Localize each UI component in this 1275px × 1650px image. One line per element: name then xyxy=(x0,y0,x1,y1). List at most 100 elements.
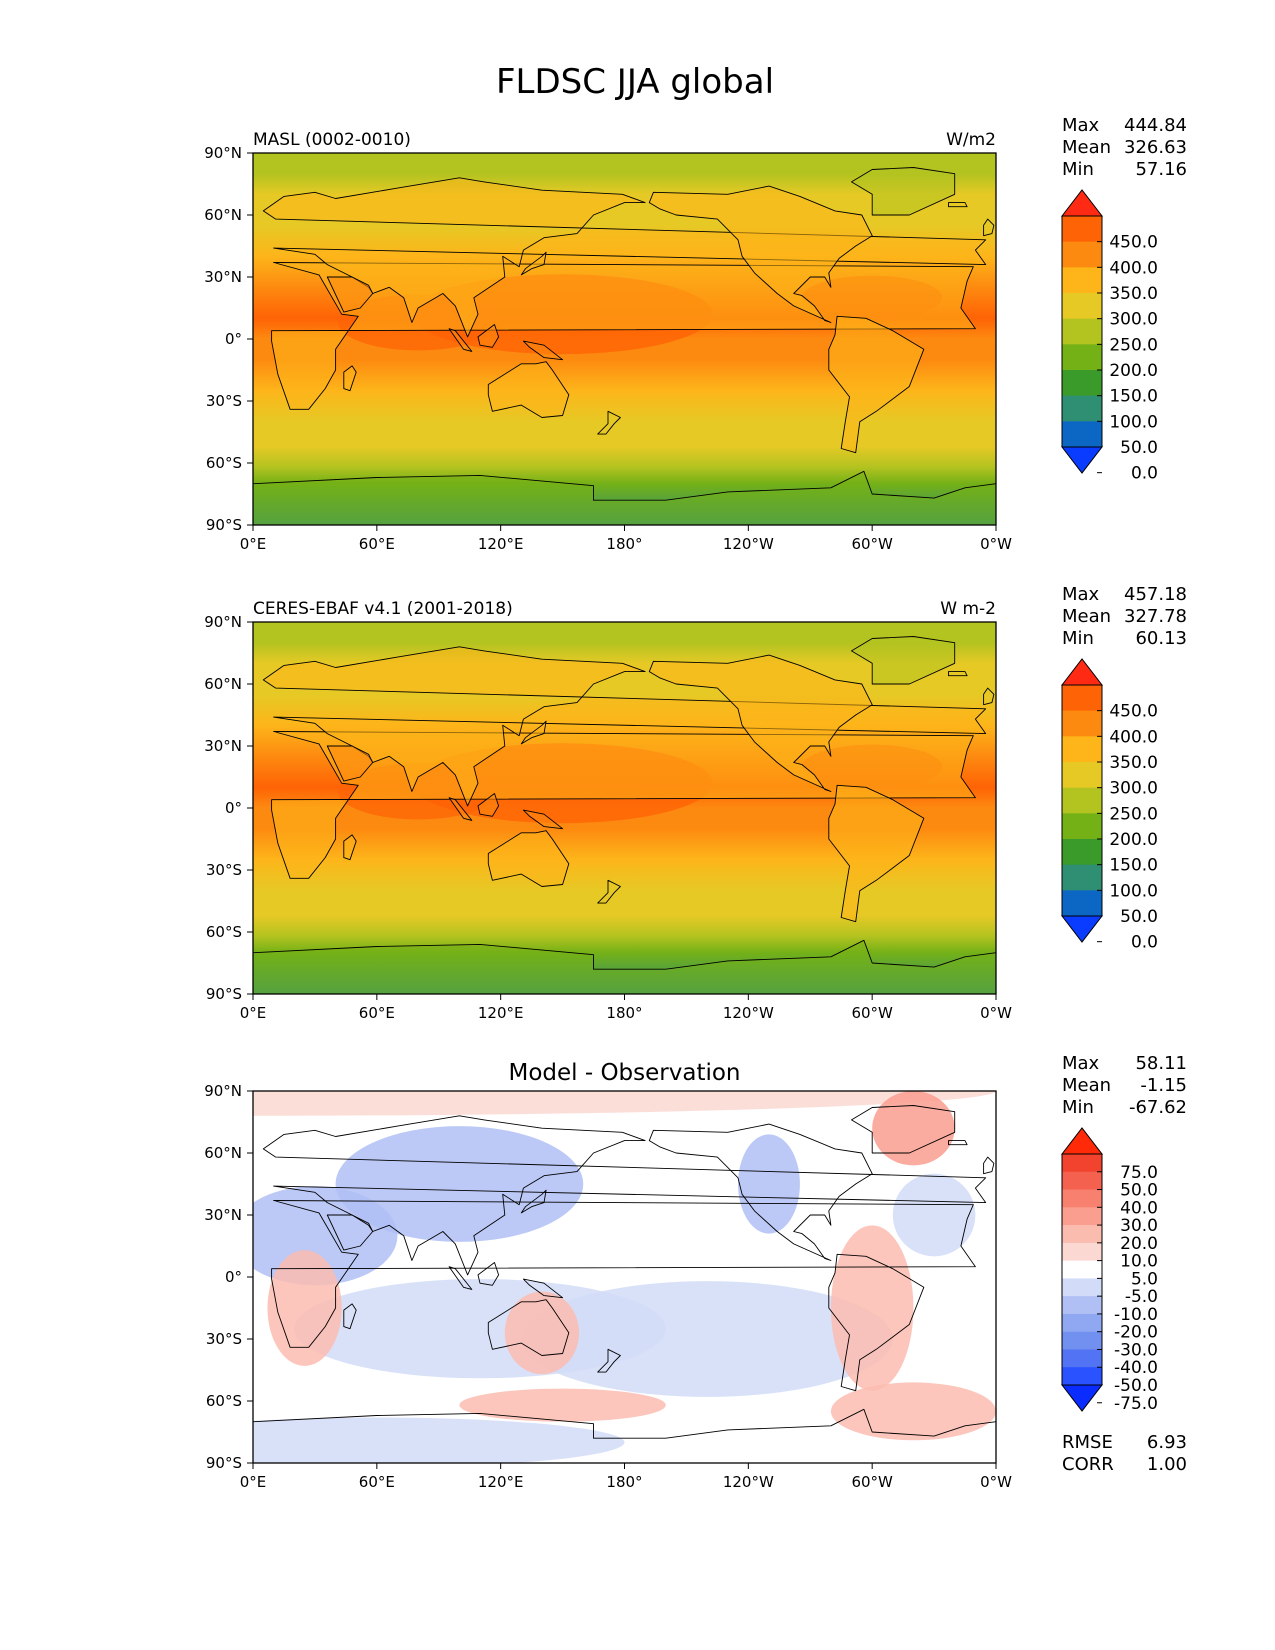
y-tick-label: 60°S xyxy=(206,923,242,941)
colorbar-segment xyxy=(1062,762,1102,789)
colorbar-level-label: 40.0 xyxy=(1120,1198,1158,1218)
coastline-arabia xyxy=(326,1214,374,1251)
coastline-madagascar xyxy=(343,365,357,392)
colorbar-segment xyxy=(1062,839,1102,866)
coastline-newGuinea xyxy=(522,1278,564,1299)
coastline-southAmerica xyxy=(828,784,925,923)
anomaly-australia-positive xyxy=(504,1291,580,1375)
colorbar-level-label: 150.0 xyxy=(1109,856,1158,876)
coastline-japan xyxy=(520,1189,547,1214)
coastlines xyxy=(253,1105,996,1463)
colorbar-level-label: -5.0 xyxy=(1125,1287,1158,1307)
stat-label: Max xyxy=(1062,584,1100,605)
colorbar-segment xyxy=(1062,1313,1102,1333)
y-tick-label: 30°N xyxy=(204,1206,242,1224)
stat-value: 326.63 xyxy=(1124,137,1187,158)
coastline-borneo xyxy=(477,793,500,817)
panel-model: 0°E 60°E 120°E 180° 120°W 60°W 0°W 90°N 60°N 30°N… xyxy=(204,115,1187,553)
y-tick-label: 30°S xyxy=(206,1330,242,1348)
coastline-borneo xyxy=(477,1262,500,1286)
panel-center-title: Model - Observation xyxy=(508,1060,740,1086)
x-tick-label: 60°W xyxy=(851,1473,893,1491)
colorbar-segment xyxy=(1062,736,1102,763)
colorbar-segment xyxy=(1062,1242,1102,1262)
coastline-newZealand xyxy=(597,1348,621,1373)
coastline-arabia xyxy=(326,745,374,782)
coastline-antarctica xyxy=(253,939,996,994)
stat-value: 1.00 xyxy=(1147,1454,1187,1475)
coastline-japan xyxy=(520,251,547,276)
coastline-iceland xyxy=(948,671,968,677)
colorbar-segment xyxy=(1062,421,1102,448)
colorbar-extend-max xyxy=(1060,658,1104,686)
colorbar-level-label: 0.0 xyxy=(1131,933,1158,953)
coastline-northAmerica xyxy=(648,1123,873,1261)
y-tick-label: 60°N xyxy=(204,1144,242,1162)
coastline-australia xyxy=(487,1299,570,1356)
stat-value: 60.13 xyxy=(1135,628,1187,649)
y-tick-label: 90°N xyxy=(204,144,242,162)
colorbar-segment xyxy=(1062,395,1102,422)
colorbar-segment xyxy=(1062,293,1102,320)
colorbar-level-label: 20.0 xyxy=(1120,1234,1158,1254)
coastline-southAmerica xyxy=(828,315,925,454)
anomaly-arctic-positive xyxy=(253,1091,996,1116)
y-tick-label: 0° xyxy=(225,799,242,817)
x-tick-label: 120°E xyxy=(478,1473,524,1491)
colorbar-segment xyxy=(1062,685,1102,712)
x-tick-label: 0°W xyxy=(980,1473,1012,1491)
colorbar-level-label: 400.0 xyxy=(1109,727,1158,747)
stat-value: 58.11 xyxy=(1135,1053,1187,1074)
colorbar-level-label: -40.0 xyxy=(1114,1358,1158,1378)
colorbar-level-label: 300.0 xyxy=(1109,310,1158,330)
coastline-madagascar xyxy=(343,1303,357,1330)
colorbar-level-label: 50.0 xyxy=(1120,438,1158,458)
coastline-antarctica xyxy=(253,1408,996,1463)
colorbar-level-label: 200.0 xyxy=(1109,361,1158,381)
y-tick-label: 60°N xyxy=(204,675,242,693)
colorbar-level-label: 30.0 xyxy=(1120,1216,1158,1236)
colorbar-segment xyxy=(1062,890,1102,917)
colorbar-level-label: 250.0 xyxy=(1109,335,1158,355)
colorbar-level-label: 450.0 xyxy=(1109,702,1158,722)
stat-label: Mean xyxy=(1062,137,1111,158)
colorbar-segment xyxy=(1062,864,1102,891)
colorbar-frame xyxy=(1061,684,1103,917)
coastline-antarctica xyxy=(253,470,996,525)
stat-value: 6.93 xyxy=(1147,1432,1187,1453)
colorbar-segment xyxy=(1062,1225,1102,1244)
stat-label: Min xyxy=(1062,159,1094,180)
colorbar-level-label: -50.0 xyxy=(1114,1376,1158,1396)
colorbar-extend-max xyxy=(1060,1127,1104,1155)
stat-label: Min xyxy=(1062,628,1094,649)
colorbar-segment xyxy=(1062,813,1102,840)
x-tick-label: 0°E xyxy=(240,1473,267,1491)
colorbar-level-label: 100.0 xyxy=(1109,881,1158,901)
stat-value: 327.78 xyxy=(1124,606,1187,627)
stat-label: RMSE xyxy=(1062,1432,1113,1453)
colorbar-segment xyxy=(1062,1207,1102,1226)
colorbar-level-label: -20.0 xyxy=(1114,1323,1158,1343)
colorbar-segment xyxy=(1062,1171,1102,1191)
y-tick-label: 0° xyxy=(225,1268,242,1286)
colorbar-level-label: 75.0 xyxy=(1120,1163,1158,1183)
colorbar-level-label: 400.0 xyxy=(1109,258,1158,278)
stat-label: Mean xyxy=(1062,1075,1111,1096)
x-tick-label: 180° xyxy=(606,1004,642,1022)
colorbar-level-label: 100.0 xyxy=(1109,412,1158,432)
anomaly-weddell-positive xyxy=(830,1382,996,1441)
stat-value: 457.18 xyxy=(1124,584,1187,605)
colorbar-level-label: 0.0 xyxy=(1131,464,1158,484)
coastline-arabia xyxy=(326,276,374,313)
colorbar-segment xyxy=(1062,1278,1102,1297)
x-tick-label: 60°E xyxy=(359,1004,395,1022)
stat-label: CORR xyxy=(1062,1454,1114,1475)
panel-units: W m-2 xyxy=(940,599,996,619)
coastline-iceland xyxy=(948,1140,968,1146)
colorbar-segment xyxy=(1062,710,1102,737)
x-tick-label: 0°W xyxy=(980,1004,1012,1022)
coastline-eurasia xyxy=(262,1115,987,1276)
stat-value: -1.15 xyxy=(1140,1075,1187,1096)
colorbar-segment xyxy=(1062,241,1102,268)
x-tick-label: 60°E xyxy=(359,1473,395,1491)
